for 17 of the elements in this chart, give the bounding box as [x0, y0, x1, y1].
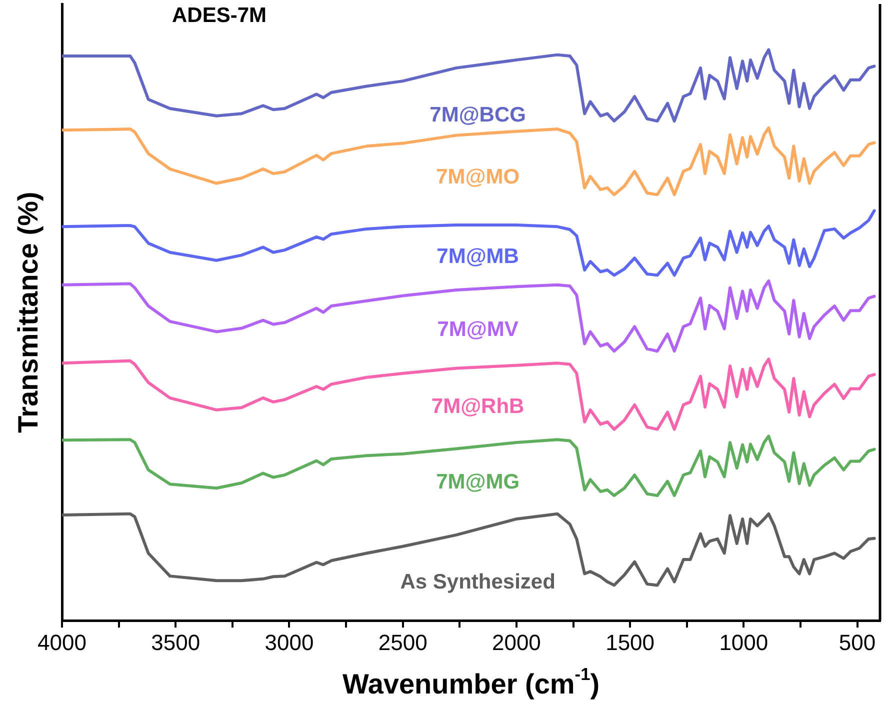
series-label: As Synthesized — [400, 570, 556, 594]
series-label: 7M@MV — [437, 318, 518, 342]
x-tick-label: 2000 — [492, 630, 541, 655]
series-label: 7M@MG — [436, 470, 520, 494]
x-tick-label: 1500 — [606, 630, 655, 655]
text: ADES-7M — [172, 4, 267, 27]
series-label: 7M@MB — [436, 245, 519, 268]
x-tick-label: 500 — [838, 630, 876, 655]
series-label: 7M@MO — [436, 166, 520, 189]
x-tick-label: 1000 — [719, 630, 768, 655]
y-axis-title: Transmittance (%) — [12, 192, 44, 433]
x-tick-label: 4000 — [38, 630, 86, 655]
x-tick-label: 3000 — [264, 630, 314, 655]
series-label: 7M@RhB — [431, 395, 524, 418]
series-label: 7M@BCG — [430, 103, 526, 126]
x-tick-label: 3500 — [151, 630, 200, 655]
x-tick-label: 2500 — [378, 630, 428, 655]
